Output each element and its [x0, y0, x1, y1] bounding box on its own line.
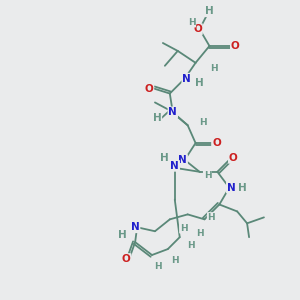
- Text: N: N: [227, 183, 236, 193]
- Text: O: O: [231, 41, 240, 51]
- Text: O: O: [145, 84, 153, 94]
- Text: H: H: [118, 230, 127, 240]
- Text: H: H: [205, 6, 214, 16]
- Text: H: H: [199, 118, 206, 127]
- Text: H: H: [188, 18, 195, 27]
- Text: H: H: [160, 153, 169, 163]
- Text: H: H: [180, 224, 188, 233]
- Text: H: H: [204, 171, 211, 180]
- Text: N: N: [178, 155, 187, 165]
- Text: N: N: [168, 107, 177, 117]
- Text: O: O: [193, 24, 202, 34]
- Text: O: O: [212, 138, 221, 148]
- Text: N: N: [170, 161, 179, 171]
- Text: N: N: [131, 222, 140, 232]
- Text: H: H: [211, 64, 218, 73]
- Text: H: H: [196, 229, 203, 238]
- Text: O: O: [122, 254, 130, 264]
- Text: H: H: [208, 213, 215, 222]
- Text: O: O: [229, 153, 238, 163]
- Text: H: H: [154, 262, 162, 272]
- Text: H: H: [187, 241, 194, 250]
- Text: H: H: [161, 153, 170, 163]
- Text: H: H: [153, 113, 161, 123]
- Text: H: H: [195, 78, 204, 88]
- Text: N: N: [182, 74, 191, 84]
- Text: H: H: [171, 256, 178, 266]
- Text: H: H: [238, 183, 247, 193]
